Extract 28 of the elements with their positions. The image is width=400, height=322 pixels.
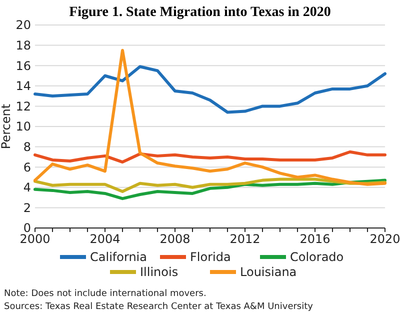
chart-title: Figure 1. State Migration into Texas in 2020: [69, 5, 331, 20]
text: Note: Does not include international movers.: [4, 289, 206, 299]
line-series: [34, 178, 386, 200]
y-tick-label: 2: [23, 200, 31, 215]
y-axis-title: Percent: [0, 104, 13, 150]
source-note: Sources: Texas Real Estate Research Center at Texas A&M University: [4, 302, 314, 312]
line-series: [34, 150, 386, 164]
y-tick-label: 10: [16, 120, 31, 134]
y-tick-label: 20: [16, 18, 31, 32]
x-tick-label: 2012: [230, 232, 260, 246]
x-tick-label: 2016: [300, 232, 330, 246]
y-tick-label: 18: [16, 38, 31, 52]
y-tick-label: 14: [16, 79, 31, 94]
line-series: [34, 65, 386, 114]
legend-label: California: [90, 250, 147, 264]
y-tick-label: 16: [16, 58, 31, 73]
y-tick-label: 8: [23, 140, 31, 154]
y-tick-label: 4: [23, 180, 31, 195]
y-tick-label: 12: [16, 99, 31, 114]
legend-label: Louisiana: [240, 265, 297, 280]
legend-label: Illinois: [140, 265, 178, 280]
y-tick-label: 6: [23, 160, 31, 174]
x-tick-label: 2008: [160, 232, 190, 246]
line-series: [34, 48, 386, 186]
legend-label: Colorado: [290, 250, 344, 264]
legend-label: Florida: [190, 250, 231, 264]
x-tick-label: 2020: [370, 232, 400, 246]
x-tick-label: 2004: [90, 232, 120, 246]
